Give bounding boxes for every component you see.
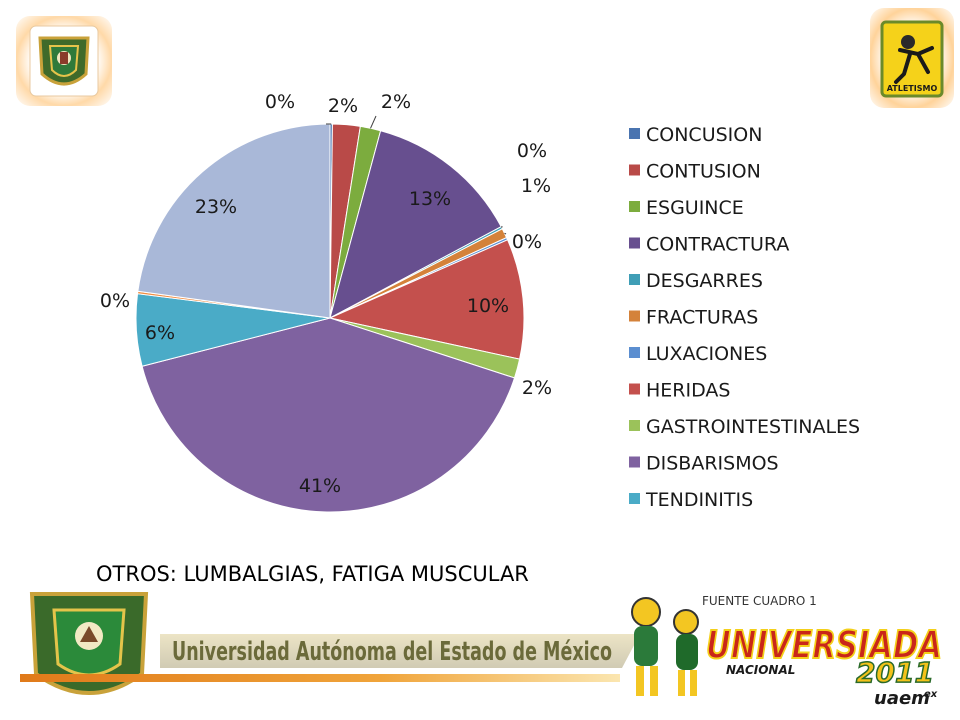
pie-slice-heridas xyxy=(328,239,525,360)
legend-swatch xyxy=(629,310,640,322)
legend-swatch xyxy=(629,493,640,504)
pie-data-label: 10% xyxy=(467,295,509,317)
pie-slices xyxy=(135,123,525,513)
pie-leader-lines xyxy=(326,115,507,235)
universiada-logo: UNIVERSIADA NACIONAL 2011 uaem ex xyxy=(705,622,943,709)
legend-label: CONTUSION xyxy=(646,161,761,183)
legend-swatch xyxy=(629,347,640,358)
leader-line xyxy=(370,115,377,129)
legend-label: FRACTURAS xyxy=(646,307,758,329)
universiada-nacional: NACIONAL xyxy=(726,663,795,677)
legend-swatch xyxy=(629,383,640,395)
legend-label: CONCUSION xyxy=(646,124,762,146)
legend-label: LUXACIONES xyxy=(646,343,767,365)
pie-slice-contractura xyxy=(329,130,502,319)
pie-data-labels: 0% 2% 2% 13% 0% 1% 0% 10% 2% 41% 6% 0% 23% xyxy=(100,91,552,497)
pie-data-label: 0% xyxy=(265,91,295,113)
pie-slice-disbarismos xyxy=(141,317,516,513)
mascots-icon xyxy=(631,597,699,696)
pie-data-label: 13% xyxy=(409,188,451,210)
chart-legend: CONCUSION CONTUSION ESGUINCE CONTRACTURA DES… xyxy=(629,124,860,511)
legend-label: DESGARRES xyxy=(646,270,763,292)
pie-data-label: 1% xyxy=(521,175,551,197)
athletics-logo-text: ATLETISMO xyxy=(887,84,938,93)
legend-label: ESGUINCE xyxy=(646,197,744,219)
universiada-year: 2011 xyxy=(856,656,934,689)
legend-swatch xyxy=(629,237,640,249)
pie-data-label: 2% xyxy=(522,377,552,399)
legend-label: TENDINITIS xyxy=(645,489,753,511)
legend-label: DISBARISMOS xyxy=(646,453,779,475)
pie-data-label: 2% xyxy=(381,91,411,113)
pie-data-label: 2% xyxy=(328,95,358,117)
legend-label: GASTROINTESTINALES xyxy=(646,416,860,438)
pie-slice-other-12 xyxy=(137,123,331,319)
leader-line xyxy=(504,232,507,235)
pie-data-label: 41% xyxy=(299,475,341,497)
legend-label: CONTRACTURA xyxy=(646,234,789,256)
legend-label: HERIDAS xyxy=(646,380,730,402)
university-name: Universidad Autónoma del Estado de Méxic… xyxy=(172,637,612,667)
legend-swatch xyxy=(629,456,640,468)
university-seal-logo-left xyxy=(16,16,112,106)
others-footnote: OTROS: LUMBALGIAS, FATIGA MUSCULAR xyxy=(96,562,529,586)
pie-data-label: 0% xyxy=(517,140,547,162)
legend-swatch xyxy=(629,274,640,285)
legend-swatch xyxy=(629,164,640,176)
source-note: FUENTE CUADRO 1 xyxy=(702,594,817,608)
pie-data-label: 23% xyxy=(195,196,237,218)
university-banner: Universidad Autónoma del Estado de Méxic… xyxy=(10,582,954,712)
pie-data-label: 0% xyxy=(100,290,130,312)
universiada-host: uaem xyxy=(874,688,930,709)
university-shield-icon xyxy=(29,592,149,695)
athletics-logo-right: ATLETISMO xyxy=(870,8,954,108)
universiada-host-sup: ex xyxy=(924,689,938,700)
universiada-word: UNIVERSIADA xyxy=(706,623,942,667)
pie-data-label: 0% xyxy=(512,231,542,253)
pie-data-label: 6% xyxy=(145,322,175,344)
legend-swatch xyxy=(629,201,640,212)
legend-swatch xyxy=(629,420,640,431)
legend-swatch xyxy=(629,128,640,139)
